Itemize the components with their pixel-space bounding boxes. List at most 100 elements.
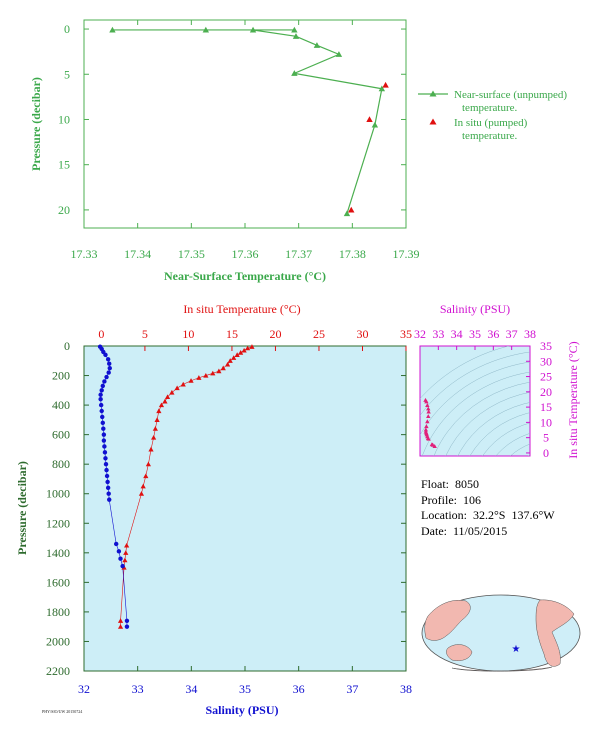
salinity-point <box>98 396 103 402</box>
main-y-tick-label: 2000 <box>46 634 70 648</box>
density-contour <box>445 391 530 456</box>
salinity-tick-label: 35 <box>239 682 251 696</box>
salinity-tick-label: 38 <box>400 682 412 696</box>
location-map: ★ <box>421 594 581 672</box>
ts-y-tick-label: 10 <box>540 415 552 429</box>
salinity-tick-label: 32 <box>78 682 90 696</box>
ts-point <box>423 427 429 432</box>
near-surface-point <box>109 26 116 33</box>
legend-label-in-situ: In situ (pumped) temperature. <box>454 117 528 142</box>
temperature-point <box>124 542 130 548</box>
ts-x-tick-label: 34 <box>451 327 463 341</box>
salinity-point <box>107 361 112 366</box>
ts-x-tick-label: 38 <box>524 327 536 341</box>
temperature-point <box>123 550 129 555</box>
temperature-point <box>154 417 160 422</box>
salinity-x-ticks: 32 33 34 35 36 37 38 <box>78 666 412 696</box>
ts-y-tick-label: 5 <box>543 431 549 445</box>
salinity-point <box>105 485 111 491</box>
legend-marker-in-situ <box>429 118 437 125</box>
salinity-point <box>118 556 123 561</box>
temperature-point <box>143 473 149 479</box>
near-surface-temperature-chart: 17.33 17.34 17.35 17.36 17.37 17.38 17.39 0 5 10… <box>29 19 567 283</box>
salinity-point <box>101 426 106 431</box>
temperature-point <box>249 344 255 349</box>
location: Location: 32.2°S 137.6°W <box>421 508 555 522</box>
temperature-point <box>234 352 240 357</box>
temperature-point <box>117 618 124 623</box>
main-y-ticks: 0 200 400 600 800 1000 1200 1400 1600 1800 2000 220… <box>46 339 406 678</box>
salinity-point <box>104 473 110 479</box>
top-x-tick-label: 17.35 <box>178 247 205 261</box>
ts-point <box>424 399 429 404</box>
ts-y-tick-label: 25 <box>540 370 552 384</box>
temperature-point <box>152 426 158 431</box>
ts-series <box>423 397 437 448</box>
salinity-point <box>98 392 103 397</box>
float-info: Float: 8050 Profile: 106 Location: 32.2°… <box>421 477 555 539</box>
top-x-tick-label: 17.39 <box>393 247 420 261</box>
ts-x-ticks: 32 33 34 35 36 37 38 <box>414 327 536 350</box>
temperature-point <box>224 361 231 367</box>
salinity-point <box>107 497 112 502</box>
density-contour <box>420 361 530 436</box>
temperature-tick-label: 15 <box>226 327 238 341</box>
temperature-point <box>180 381 186 387</box>
ts-y-tick-label: 15 <box>540 400 552 414</box>
salinity-point <box>101 438 107 443</box>
salinity-point <box>104 467 109 473</box>
main-y-tick-label: 1200 <box>46 516 70 530</box>
salinity-tick-label: 36 <box>293 682 305 696</box>
ts-point <box>432 444 437 448</box>
salinity-point <box>116 549 122 554</box>
salinity-tick-label: 34 <box>185 682 197 696</box>
main-y-axis-label: Pressure (decibar) <box>15 461 29 555</box>
in-situ-point <box>382 81 389 88</box>
map-land-antarctica <box>451 666 553 672</box>
temperature-point <box>145 461 151 467</box>
near-surface-line <box>112 29 383 214</box>
temperature-point <box>156 408 162 414</box>
top-x-tick-label: 17.37 <box>285 247 312 261</box>
footer-credit: PHY/SIO/UW 20150724 <box>42 709 83 714</box>
salinity-tick-label: 37 <box>346 682 358 696</box>
ts-y-tick-label: 0 <box>543 446 549 460</box>
ts-y-axis-label: In situ Temperature (°C) <box>566 341 580 458</box>
top-series <box>109 26 389 217</box>
temperature-point <box>174 385 180 391</box>
top-y-tick-label: 10 <box>58 112 70 126</box>
temperature-tick-label: 5 <box>142 327 148 341</box>
map-land-asia-australia <box>424 600 471 641</box>
temperature-point <box>138 491 145 496</box>
temperature-tick-label: 35 <box>400 327 412 341</box>
near-surface-point <box>249 26 257 33</box>
ts-x-tick-label: 33 <box>432 327 444 341</box>
salinity-point <box>103 456 108 461</box>
salinity-point <box>124 624 130 629</box>
temperature-point <box>148 446 154 452</box>
ts-x-axis-label: Salinity (PSU) <box>440 302 510 316</box>
main-y-tick-label: 1400 <box>46 546 70 560</box>
temperature-point <box>162 398 168 404</box>
temperature-tick-label: 10 <box>182 327 194 341</box>
top-x-tick-label: 17.36 <box>232 247 259 261</box>
temperature-point <box>122 557 128 563</box>
legend-label-near-surface: Near-surface (unpumped) temperature. <box>454 89 567 114</box>
temperature-point <box>245 345 251 351</box>
ts-x-tick-label: 37 <box>506 327 518 341</box>
salinity-point <box>99 408 104 414</box>
main-series <box>97 344 255 629</box>
density-contour <box>420 346 510 400</box>
ts-x-tick-label: 36 <box>487 327 499 341</box>
temperature-point <box>216 368 222 374</box>
density-contour <box>469 412 530 456</box>
main-y-tick-label: 0 <box>64 339 70 353</box>
temperature-point <box>231 355 237 360</box>
date: Date: 11/05/2015 <box>421 523 508 538</box>
temperature-point <box>169 389 175 395</box>
ts-point <box>426 406 431 411</box>
top-x-tick-label: 17.38 <box>339 247 366 261</box>
ts-point <box>424 424 429 429</box>
ts-point <box>425 403 430 408</box>
salinity-point <box>100 414 105 420</box>
